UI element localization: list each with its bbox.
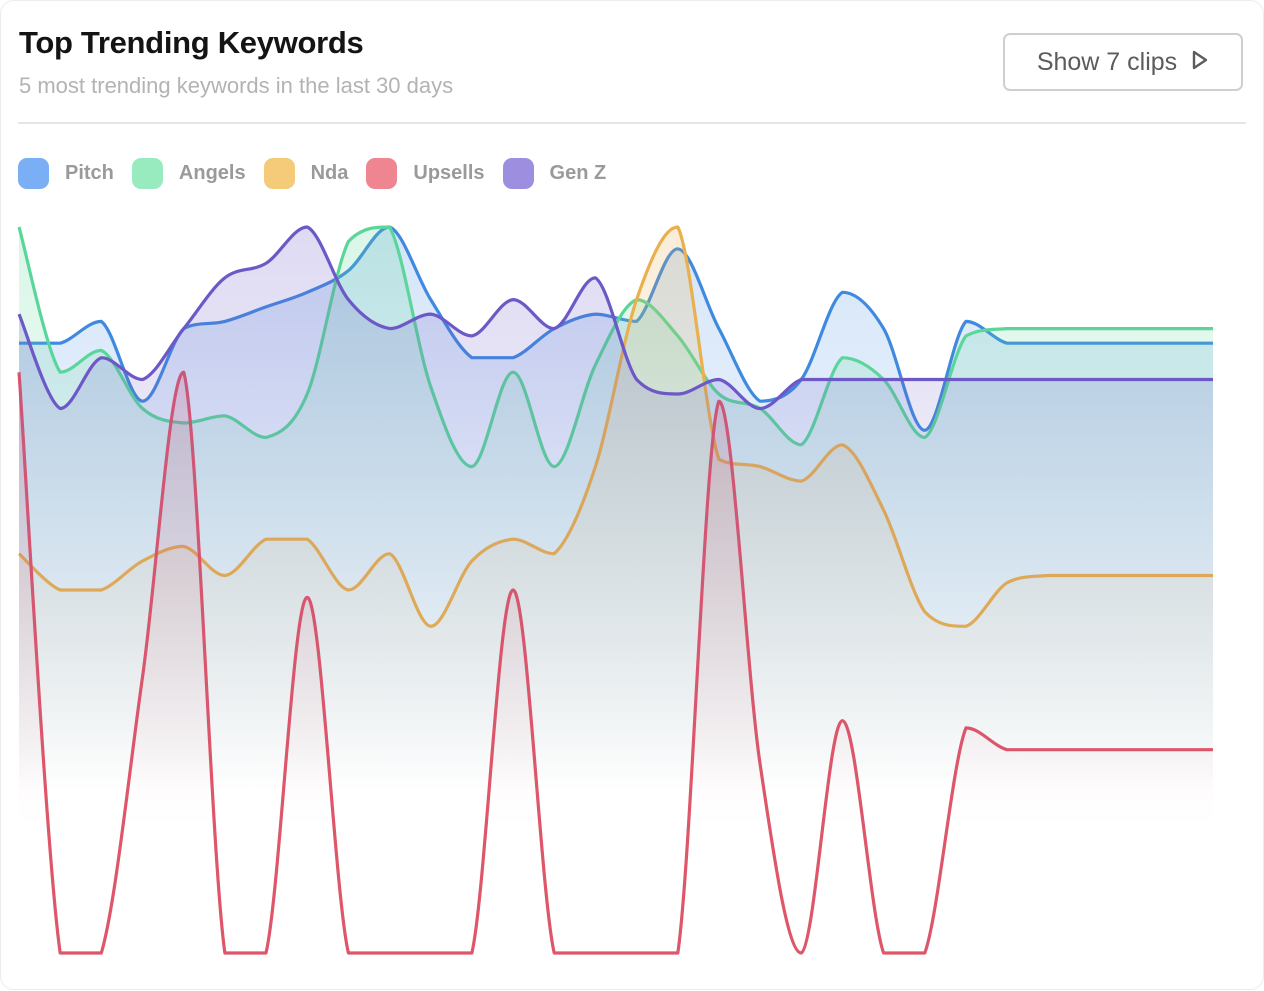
legend-item-angels[interactable]: Angels: [131, 157, 246, 189]
legend-swatch-angels: [131, 157, 163, 189]
data-point-gen-z[interactable]: [877, 373, 891, 387]
legend-swatch-nda: [263, 157, 295, 189]
data-point-gen-z[interactable]: [1124, 373, 1138, 387]
card-title: Top Trending Keywords: [19, 25, 364, 60]
legend-swatch-gen-z: [502, 157, 534, 189]
data-point-angels[interactable]: [12, 220, 26, 234]
data-point-gen-z[interactable]: [712, 373, 726, 387]
data-point-gen-z[interactable]: [671, 387, 685, 401]
data-point-pitch[interactable]: [424, 293, 438, 307]
legend-label-angels: Angels: [178, 161, 246, 184]
data-point-nda[interactable]: [671, 220, 685, 234]
legend-swatch-pitch: [18, 157, 49, 189]
data-point-nda[interactable]: [630, 293, 644, 307]
data-point-angels[interactable]: [1124, 322, 1138, 336]
data-point-angels[interactable]: [341, 235, 355, 249]
data-point-angels[interactable]: [53, 365, 67, 379]
legend-label-nda: Nda: [310, 161, 349, 184]
data-point-angels[interactable]: [1165, 322, 1179, 336]
data-point-pitch[interactable]: [959, 314, 973, 328]
data-point-angels[interactable]: [1083, 322, 1097, 336]
data-point-angels[interactable]: [1206, 322, 1220, 336]
data-point-gen-z[interactable]: [424, 307, 438, 321]
data-point-gen-z[interactable]: [94, 351, 108, 365]
data-point-gen-z[interactable]: [959, 373, 973, 387]
show-clips-button[interactable]: Show 7 clips: [1003, 33, 1243, 91]
legend-item-gen-z[interactable]: Gen Z: [502, 157, 607, 189]
data-point-pitch[interactable]: [53, 336, 67, 350]
data-point-angels[interactable]: [959, 329, 973, 343]
legend-swatch-upsells: [366, 157, 398, 189]
data-point-gen-z[interactable]: [1041, 373, 1055, 387]
data-point-gen-z[interactable]: [1000, 373, 1014, 387]
chart-legend: Pitch Angels Nda Upsells Gen Z: [18, 157, 624, 189]
data-point-gen-z[interactable]: [136, 373, 150, 387]
data-point-gen-z[interactable]: [547, 322, 561, 336]
data-point-pitch[interactable]: [712, 322, 726, 336]
legend-item-nda[interactable]: Nda: [263, 157, 349, 189]
data-point-pitch[interactable]: [835, 285, 849, 299]
data-point-pitch[interactable]: [877, 322, 891, 336]
series-line-gen-z: [17, 225, 1213, 411]
show-clips-label: Show 7 clips: [1036, 47, 1178, 76]
series-group: [12, 220, 1220, 955]
data-point-gen-z[interactable]: [341, 293, 355, 307]
data-point-gen-z[interactable]: [465, 329, 479, 343]
data-point-gen-z[interactable]: [753, 402, 767, 416]
data-point-angels[interactable]: [1041, 322, 1055, 336]
data-point-gen-z[interactable]: [53, 402, 67, 416]
data-point-pitch[interactable]: [94, 314, 108, 328]
data-point-gen-z[interactable]: [218, 271, 232, 285]
play-icon: [1191, 48, 1209, 77]
data-point-gen-z[interactable]: [918, 373, 932, 387]
data-point-angels[interactable]: [835, 351, 849, 365]
data-point-gen-z[interactable]: [794, 373, 808, 387]
legend-item-upsells[interactable]: Upsells: [366, 157, 485, 189]
legend-item-pitch[interactable]: Pitch: [18, 157, 114, 189]
legend-label-gen-z: Gen Z: [549, 161, 607, 184]
series-area-gen-z: [19, 227, 1213, 953]
data-point-gen-z[interactable]: [835, 373, 849, 387]
legend-label-pitch: Pitch: [65, 161, 114, 184]
data-point-gen-z[interactable]: [259, 256, 273, 270]
data-point-gen-z[interactable]: [1206, 373, 1220, 387]
data-point-gen-z[interactable]: [177, 322, 191, 336]
data-point-gen-z[interactable]: [588, 271, 602, 285]
header-divider: [18, 122, 1246, 124]
legend-label-upsells: Upsells: [413, 161, 485, 184]
data-point-gen-z[interactable]: [300, 220, 314, 234]
data-point-angels[interactable]: [1000, 322, 1014, 336]
data-point-gen-z[interactable]: [12, 307, 26, 321]
data-point-gen-z[interactable]: [506, 293, 520, 307]
card-subtitle: 5 most trending keywords in the last 30 …: [19, 73, 454, 98]
data-point-gen-z[interactable]: [1083, 373, 1097, 387]
data-point-gen-z[interactable]: [630, 373, 644, 387]
data-point-angels[interactable]: [383, 220, 397, 234]
data-point-gen-z[interactable]: [383, 322, 397, 336]
data-point-gen-z[interactable]: [1165, 373, 1179, 387]
